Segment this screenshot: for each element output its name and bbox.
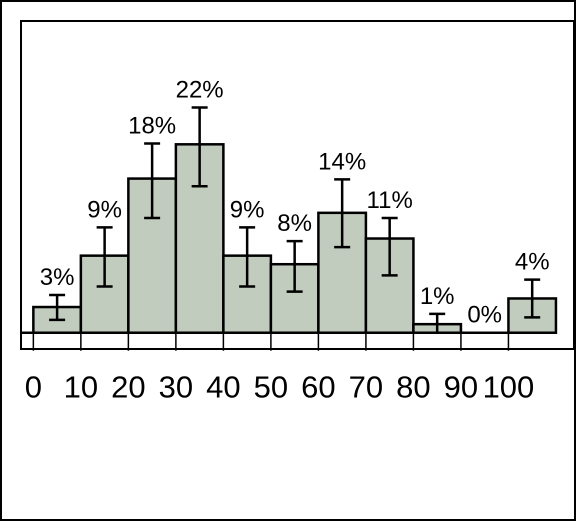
error-bar-40-50 — [239, 226, 256, 288]
x-tick-label-80: 80 — [396, 370, 430, 405]
error-bar-60-70 — [334, 178, 351, 249]
value-label-0-10: 3% — [40, 264, 75, 291]
value-label-80-90: 1% — [420, 283, 455, 310]
x-axis: 0 10 20 30 40 50 60 70 80 90 100 — [21, 331, 556, 405]
error-bar-30-40 — [191, 106, 208, 188]
x-tick-label-70: 70 — [349, 370, 383, 405]
x-tick-label-40: 40 — [206, 370, 240, 405]
x-tick-label-30: 30 — [159, 370, 193, 405]
x-tick-label-50: 50 — [254, 370, 288, 405]
error-bar-50-60 — [286, 239, 303, 293]
value-label-20-30: 18% — [128, 112, 176, 139]
x-tick-label-60: 60 — [301, 370, 335, 405]
value-label-100-110: 4% — [515, 249, 550, 276]
error-bars-layer — [49, 106, 541, 334]
x-tick-label-100: 100 — [483, 370, 535, 405]
value-label-70-80: 11% — [367, 187, 413, 214]
x-tick-label-10: 10 — [64, 370, 98, 405]
value-labels-layer: 3% 9% 18%22% 9% 8% 14%11% 1% 0% 4% — [40, 76, 550, 328]
x-tick-label-20: 20 — [111, 370, 145, 405]
value-label-40-50: 9% — [230, 196, 265, 223]
value-label-30-40: 22% — [176, 76, 224, 103]
error-bar-0-10 — [49, 293, 66, 322]
value-label-60-70: 14% — [318, 148, 366, 175]
plot-area-border — [20, 20, 575, 350]
error-bar-70-80 — [381, 216, 398, 277]
x-tick-label-0: 0 — [25, 370, 42, 405]
x-tick-label-90: 90 — [444, 370, 478, 405]
error-bar-100-110 — [524, 278, 541, 319]
value-label-90-100: 0% — [467, 302, 502, 329]
error-bar-10-20 — [96, 226, 113, 288]
value-label-10-20: 9% — [87, 196, 122, 223]
value-label-50-60: 8% — [277, 210, 312, 237]
error-bar-20-30 — [144, 142, 161, 220]
